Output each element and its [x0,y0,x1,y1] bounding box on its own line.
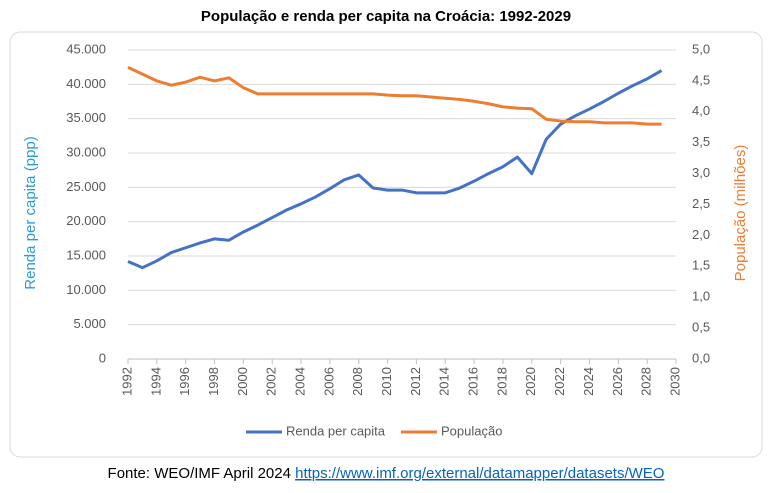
x-tick-label: 1998 [206,367,221,396]
y2-tick-label: 5,0 [692,41,710,56]
chart-title: População e renda per capita na Croácia:… [201,8,571,25]
legend-label: Renda per capita [286,423,386,438]
y-tick-label: 20.000 [66,213,106,228]
source-text: Fonte: WEO/IMF April 2024 [108,465,291,482]
chart-frame [9,31,763,458]
y2-tick-label: 1,5 [692,258,710,273]
x-tick-label: 2000 [235,367,250,396]
y-tick-label: 25.000 [66,179,106,194]
y2-tick-label: 4,5 [692,72,710,87]
line [127,65,662,126]
y2-tick-label: 2,5 [692,196,710,211]
y2-tick-label: 0,0 [692,350,710,365]
x-tick-label: 2012 [408,367,423,396]
y2-tick-label: 3,5 [692,134,710,149]
y-tick-label: 10.000 [66,282,106,297]
y2-tick-label: 2,0 [692,227,710,242]
x-tick-label: 2020 [523,367,538,396]
y-tick-label: 0 [99,350,106,365]
line [127,69,663,270]
y-tick-label: 30.000 [66,144,106,159]
x-tick-label: 2010 [379,367,394,396]
x-tick-label: 2002 [264,367,279,396]
y2-tick-label: 0,5 [692,320,710,335]
y-axis-title: Renda per capita (ppp) [22,136,39,289]
x-tick-label: 2030 [667,367,682,396]
x-tick-label: 2004 [292,367,307,396]
y-tick-label: 15.000 [66,247,106,262]
x-tick-label: 2026 [610,367,625,396]
y2-tick-label: 4,0 [692,103,710,118]
y2-tick-label: 3,0 [692,165,710,180]
y-tick-label: 45.000 [66,41,106,56]
y2-tick-label: 1,0 [692,289,710,304]
x-tick-label: 2028 [639,367,654,396]
x-tick-label: 1996 [177,367,192,396]
y-tick-label: 35.000 [66,110,106,125]
y2-axis-title: População (milhões) [732,145,749,282]
source-link[interactable]: https://www.imf.org/external/datamapper/… [295,465,664,482]
source: Fonte: WEO/IMF April 2024 https://www.im… [108,465,665,482]
x-tick-label: 1992 [119,367,134,396]
x-tick-label: 2016 [466,367,481,396]
y-tick-label: 40.000 [66,76,106,91]
y-tick-label: 5.000 [73,316,106,331]
x-tick-label: 2022 [552,367,567,396]
x-tick-label: 2006 [321,367,336,396]
x-tick-label: 1994 [148,367,163,396]
legend-label: População [441,423,502,438]
x-tick-label: 2014 [437,367,452,396]
x-tick-label: 2008 [350,367,365,396]
x-tick-label: 2018 [494,367,509,396]
x-tick-label: 2024 [581,367,596,396]
